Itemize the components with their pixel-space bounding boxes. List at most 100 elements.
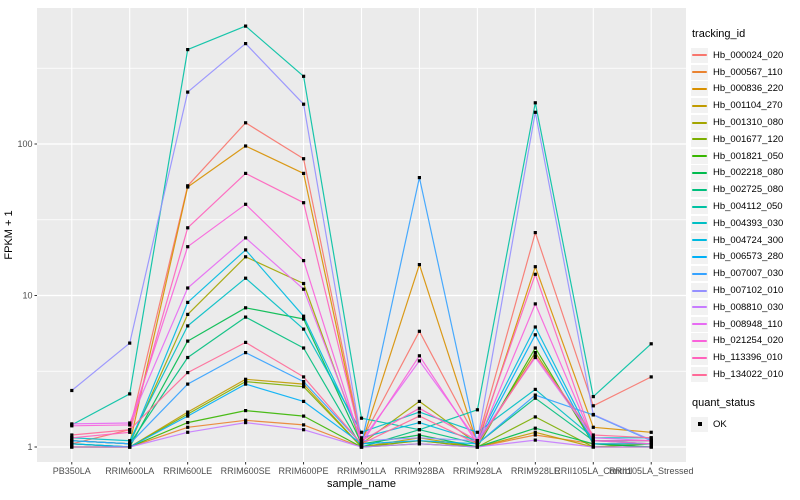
data-point — [649, 436, 653, 440]
legend-label: Hb_000567_110 — [713, 66, 783, 78]
data-point — [533, 354, 537, 358]
data-point — [475, 445, 479, 449]
data-point — [417, 176, 421, 180]
legend-item-Hb_002218_080: Hb_002218_080 — [691, 165, 799, 182]
x-tick-label: RRII105LA_Stressed — [609, 466, 694, 476]
legend-key-swatch — [691, 148, 708, 164]
legend-label: Hb_004724_300 — [713, 234, 784, 246]
legend-color-line — [692, 155, 707, 158]
data-point — [186, 382, 190, 386]
data-point — [533, 110, 537, 114]
legend-label: Hb_006573_280 — [713, 251, 784, 263]
legend-key-swatch — [691, 131, 708, 147]
data-point — [359, 445, 364, 449]
data-point — [591, 433, 595, 437]
y-tick-label: 10 — [22, 291, 32, 301]
data-point — [244, 236, 248, 240]
data-point — [70, 388, 74, 393]
data-point — [475, 439, 479, 443]
legend-label: Hb_008948_110 — [713, 318, 783, 330]
legend-label: Hb_007007_030 — [713, 268, 784, 280]
legend-color-line — [692, 272, 707, 275]
legend-color-line — [692, 323, 707, 326]
legend-key-swatch — [691, 367, 708, 383]
legend-label: Hb_004112_050 — [713, 201, 783, 213]
x-tick-label: RRIM928LA — [453, 466, 502, 476]
data-point — [302, 346, 306, 350]
data-point — [533, 351, 537, 355]
data-point — [359, 436, 364, 440]
data-point — [417, 263, 421, 267]
data-point — [186, 300, 190, 304]
data-point — [244, 418, 248, 422]
data-point — [302, 314, 306, 318]
data-point — [302, 414, 306, 418]
data-point — [533, 265, 537, 269]
x-axis-title: sample_name — [326, 478, 397, 490]
data-point — [533, 325, 537, 329]
data-point — [186, 371, 190, 375]
legend-label: Hb_007102_010 — [713, 285, 784, 297]
data-point — [70, 422, 74, 426]
legend-color-line — [692, 239, 707, 242]
data-point — [244, 202, 248, 206]
legend-key-swatch — [691, 316, 708, 332]
legend-item-Hb_006573_280: Hb_006573_280 — [691, 249, 799, 266]
data-point — [244, 255, 248, 259]
data-point — [186, 412, 190, 416]
data-point — [186, 312, 190, 316]
data-point — [533, 333, 537, 337]
legend-color-line — [692, 373, 707, 376]
data-point — [649, 375, 653, 379]
data-point — [649, 430, 653, 434]
data-point — [533, 302, 537, 306]
x-tick-label: RRIM600LE — [163, 466, 212, 476]
data-point — [302, 157, 306, 161]
data-point — [302, 399, 306, 403]
data-point — [186, 355, 190, 360]
legend-key-swatch — [691, 182, 708, 198]
legend-key-swatch — [691, 47, 708, 63]
data-point — [244, 340, 248, 344]
legend-label: Hb_021254_020 — [713, 335, 784, 347]
legend-label: Hb_008810_030 — [713, 301, 784, 313]
data-point — [417, 414, 421, 418]
data-point — [417, 428, 421, 432]
data-point — [186, 185, 190, 189]
data-point — [417, 421, 421, 425]
legend-item-Hb_113396_010: Hb_113396_010 — [691, 349, 799, 366]
data-point — [475, 430, 479, 434]
data-point — [186, 226, 190, 230]
legend-item-Hb_001104_270: Hb_001104_270 — [691, 97, 799, 114]
legend-label: Hb_134022_010 — [713, 369, 784, 381]
data-point — [244, 421, 248, 425]
y-axis-title: FPKM + 1 — [3, 210, 15, 260]
data-point — [533, 355, 537, 360]
data-point — [128, 341, 132, 345]
data-point — [302, 102, 306, 106]
legend-color-line — [692, 171, 707, 174]
legend-item-Hb_008810_030: Hb_008810_030 — [691, 299, 799, 316]
data-point — [417, 354, 421, 358]
data-point — [359, 442, 364, 446]
data-point — [128, 392, 132, 396]
data-point — [533, 433, 537, 437]
legend-color-line — [692, 289, 707, 292]
data-point — [302, 382, 306, 386]
legend-color-line — [692, 339, 707, 342]
legend-color-line — [692, 188, 707, 191]
x-tick-label: RRII105LA_Control — [554, 466, 632, 476]
data-point — [533, 438, 537, 442]
legend-item-Hb_001677_120: Hb_001677_120 — [691, 131, 799, 148]
data-point — [533, 430, 537, 434]
legend-label: Hb_002725_080 — [713, 184, 784, 196]
legend-label: Hb_002218_080 — [713, 167, 784, 179]
legend-items-tracking: Hb_000024_020 Hb_000567_110 Hb_000836_220 H… — [691, 47, 799, 383]
data-point — [591, 425, 595, 429]
data-point — [128, 423, 132, 427]
data-point — [475, 408, 479, 412]
x-tick-label: RRIM600LA — [105, 466, 154, 476]
data-point — [186, 48, 190, 52]
data-point — [244, 315, 248, 319]
